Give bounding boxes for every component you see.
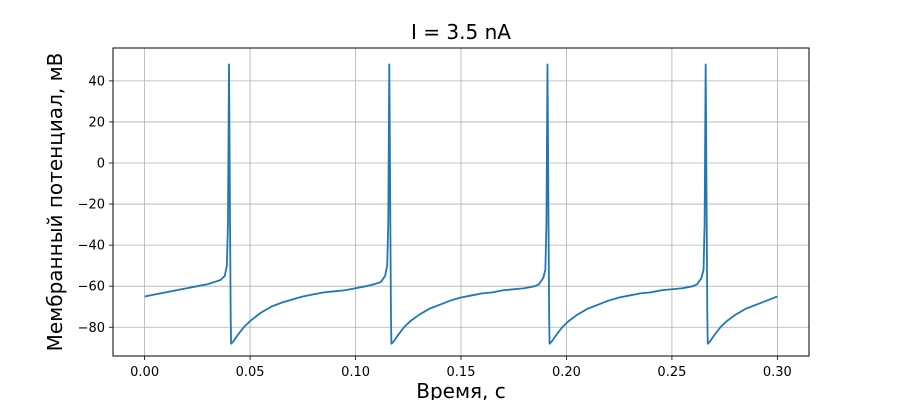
y-tick-label: −20 xyxy=(78,198,105,213)
x-tick-label: 0.10 xyxy=(341,365,370,380)
plot-lines xyxy=(144,63,778,345)
x-axis-label: Время, с xyxy=(416,379,506,400)
x-tick-label: 0.15 xyxy=(447,365,476,380)
y-tick-label: −60 xyxy=(78,280,105,295)
y-tick-label: 0 xyxy=(97,156,105,171)
x-tick-label: 0.00 xyxy=(130,365,159,380)
x-tick-label: 0.30 xyxy=(763,365,792,380)
y-tick-label: 20 xyxy=(88,115,105,130)
y-axis-label: Мембранный потенциал, мВ xyxy=(43,53,67,352)
series-line-0 xyxy=(144,63,778,345)
y-tick-label: −80 xyxy=(78,321,105,336)
y-tick-label: 40 xyxy=(88,74,105,89)
x-tick-label: 0.25 xyxy=(657,365,686,380)
axis-ticks: 0.00 0.05 0.10 0.15 0.20 0.25 0.30 −80 −60 −40 −20… xyxy=(78,74,792,380)
x-tick-label: 0.05 xyxy=(236,365,265,380)
x-tick-label: 0.20 xyxy=(552,365,581,380)
y-tick-label: −40 xyxy=(78,239,105,254)
chart-title: I = 3.5 nA xyxy=(411,20,511,44)
